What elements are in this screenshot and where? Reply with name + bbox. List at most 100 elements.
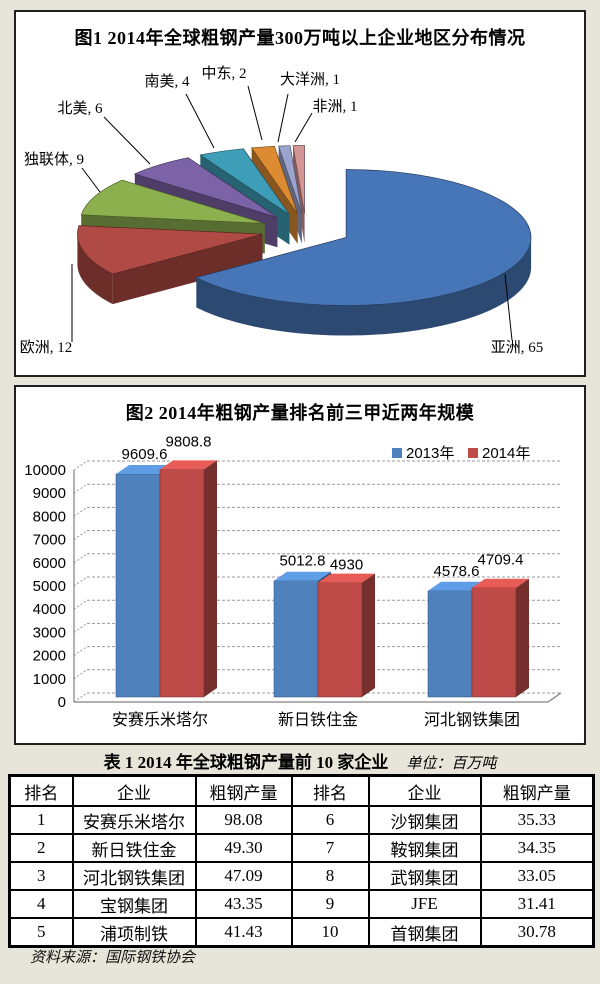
table-cell: 沙钢集团 xyxy=(367,805,482,835)
y-axis-tick-label: 2000 xyxy=(33,648,66,665)
table-cell: 35.33 xyxy=(479,805,595,835)
source-note: 资料来源：国际钢铁协会 xyxy=(30,950,196,966)
legend-label: 2013年 xyxy=(406,445,454,462)
pie-leader-line xyxy=(185,93,215,149)
bar-value-label: 9808.8 xyxy=(166,433,212,450)
figure2-title: 图2 2014年粗钢产量排名前三甲近两年规模 xyxy=(125,403,475,423)
pie-label: 大洋洲, 1 xyxy=(280,71,340,88)
bar-side-face xyxy=(204,460,217,697)
figure1-title: 图1 2014年全球粗钢产量300万吨以上企业地区分布情况 xyxy=(74,28,526,48)
y-axis-tick-label: 7000 xyxy=(33,532,66,549)
pie-chart: 亚洲, 65 欧洲, 12 独联体, 9 北美, 6 南美, 4 中东, 2 大洋洲, 1 非… xyxy=(20,65,544,356)
table-body: 1 安赛乐米塔尔 98.08 6 沙钢集团 35.33 2 新日铁住金 49.30 7 鞍钢集团 34… xyxy=(8,805,595,948)
table-unit: 单位：百万吨 xyxy=(406,756,497,772)
table-cell: 34.35 xyxy=(479,833,595,863)
table-cell: 4 xyxy=(8,889,74,919)
gridline-connector xyxy=(73,460,88,471)
bar-top-face xyxy=(274,571,331,581)
table-cell: 3 xyxy=(8,861,74,891)
pie-slice-rim xyxy=(77,234,113,305)
bar-2014年-0 xyxy=(159,469,205,698)
bar-top-face xyxy=(428,581,485,591)
bar-2013年-0 xyxy=(115,473,161,698)
bar-value-label: 5012.8 xyxy=(280,553,326,570)
pie-label: 欧洲, 12 xyxy=(20,339,73,356)
y-axis-tick-label: 8000 xyxy=(33,508,66,525)
table-header-cell: 排名 xyxy=(290,774,370,807)
table-title: 表 1 2014 年全球粗钢产量前 10 家企业 xyxy=(103,753,389,772)
figure1-box: 图1 2014年全球粗钢产量300万吨以上企业地区分布情况 亚洲, 65 欧洲, … xyxy=(14,10,586,377)
pie-slice-7 xyxy=(292,145,305,214)
pie-slice-1 xyxy=(77,225,263,275)
table-row: 4 宝钢集团 43.35 9 JFE 31.41 xyxy=(8,889,595,919)
table-cell: 43.35 xyxy=(194,889,293,919)
bar-2013年-1 xyxy=(273,580,319,698)
gridline-connector xyxy=(73,599,88,610)
table-header-cell: 企业 xyxy=(367,774,482,807)
pie-leader-line xyxy=(247,85,263,141)
legend-swatch xyxy=(468,448,478,458)
table-cell: 8 xyxy=(290,861,370,891)
bar-2014年-1 xyxy=(317,582,363,698)
y-axis-tick-label: 3000 xyxy=(33,624,66,641)
bar-value-label: 4709.4 xyxy=(478,552,524,569)
table-header-cell: 企业 xyxy=(71,774,197,807)
gridline-connector xyxy=(73,692,88,703)
gridline-connector xyxy=(73,669,88,680)
bar-top-face xyxy=(472,578,529,588)
pie-slice-0 xyxy=(195,169,532,306)
bar-2014年-2 xyxy=(471,587,517,698)
category-label: 河北钢铁集团 xyxy=(424,711,520,729)
pie-leader-line xyxy=(81,167,101,193)
table-cell: 鞍钢集团 xyxy=(367,833,482,863)
pie-slice-6 xyxy=(278,145,303,214)
bar-value-label: 9609.6 xyxy=(122,446,168,463)
table-head: 排名 企业 粗钢产量 排名 企业 粗钢产量 xyxy=(8,774,595,807)
category-label: 安赛乐米塔尔 xyxy=(112,710,208,729)
bar-chart: 0 1000 2000 3000 4000 5000 6000 7000 8000 9000 100… xyxy=(24,433,562,729)
table-cell: 30.78 xyxy=(479,917,595,948)
bar-value-label: 4930 xyxy=(330,557,363,574)
gridline-connector xyxy=(73,576,88,587)
table-cell: 41.43 xyxy=(194,917,293,948)
bar-side-face xyxy=(362,573,375,697)
table-cell: 宝钢集团 xyxy=(71,889,197,919)
pie-label: 中东, 2 xyxy=(201,65,246,82)
table-row: 1 安赛乐米塔尔 98.08 6 沙钢集团 35.33 xyxy=(8,805,595,835)
y-axis-tick-label: 9000 xyxy=(33,485,66,502)
bar-top-face xyxy=(318,573,375,583)
y-axis-tick-label: 6000 xyxy=(33,555,66,572)
gridline-connector xyxy=(73,646,88,657)
table-cell: 安赛乐米塔尔 xyxy=(71,805,197,835)
table-cell: 6 xyxy=(290,805,370,835)
bar-2013年-2 xyxy=(427,590,473,698)
table-row: 2 新日铁住金 49.30 7 鞍钢集团 34.35 xyxy=(8,833,595,863)
table-cell: 98.08 xyxy=(194,805,293,835)
pie-slice-rim xyxy=(196,237,532,336)
table-cell: 河北钢铁集团 xyxy=(71,861,197,891)
y-axis-tick-label: 0 xyxy=(58,694,66,711)
pie-leader-line xyxy=(294,112,313,143)
table-cell: 1 xyxy=(8,805,74,835)
pie-label: 南美, 4 xyxy=(144,73,190,90)
table-cell: 31.41 xyxy=(479,889,595,919)
pie-leader-line xyxy=(504,273,513,341)
gridline-connector xyxy=(73,553,88,564)
table-cell: 9 xyxy=(290,889,370,919)
y-axis-tick-label: 4000 xyxy=(33,601,66,618)
pie-slice-2 xyxy=(80,179,265,224)
bar-side-face xyxy=(516,578,529,697)
y-axis-tick-label: 1000 xyxy=(33,671,66,688)
table-cell: 浦项制铁 xyxy=(71,917,197,948)
table-cell: 33.05 xyxy=(479,861,595,891)
pie-label: 亚洲, 65 xyxy=(491,340,544,356)
table-header-cell: 粗钢产量 xyxy=(479,774,595,807)
table-cell: 47.09 xyxy=(194,861,293,891)
steel-companies-table: 排名 企业 粗钢产量 排名 企业 粗钢产量 1 安赛乐米塔尔 98.08 6 沙钢集团 35.33 2… xyxy=(8,774,595,948)
y-axis-tick-label: 5000 xyxy=(33,578,66,595)
legend-swatch xyxy=(392,448,402,458)
pie-slice-3 xyxy=(133,157,278,218)
table-row: 5 浦项制铁 41.43 10 首钢集团 30.78 xyxy=(8,917,595,948)
gridline-connector xyxy=(73,530,88,541)
